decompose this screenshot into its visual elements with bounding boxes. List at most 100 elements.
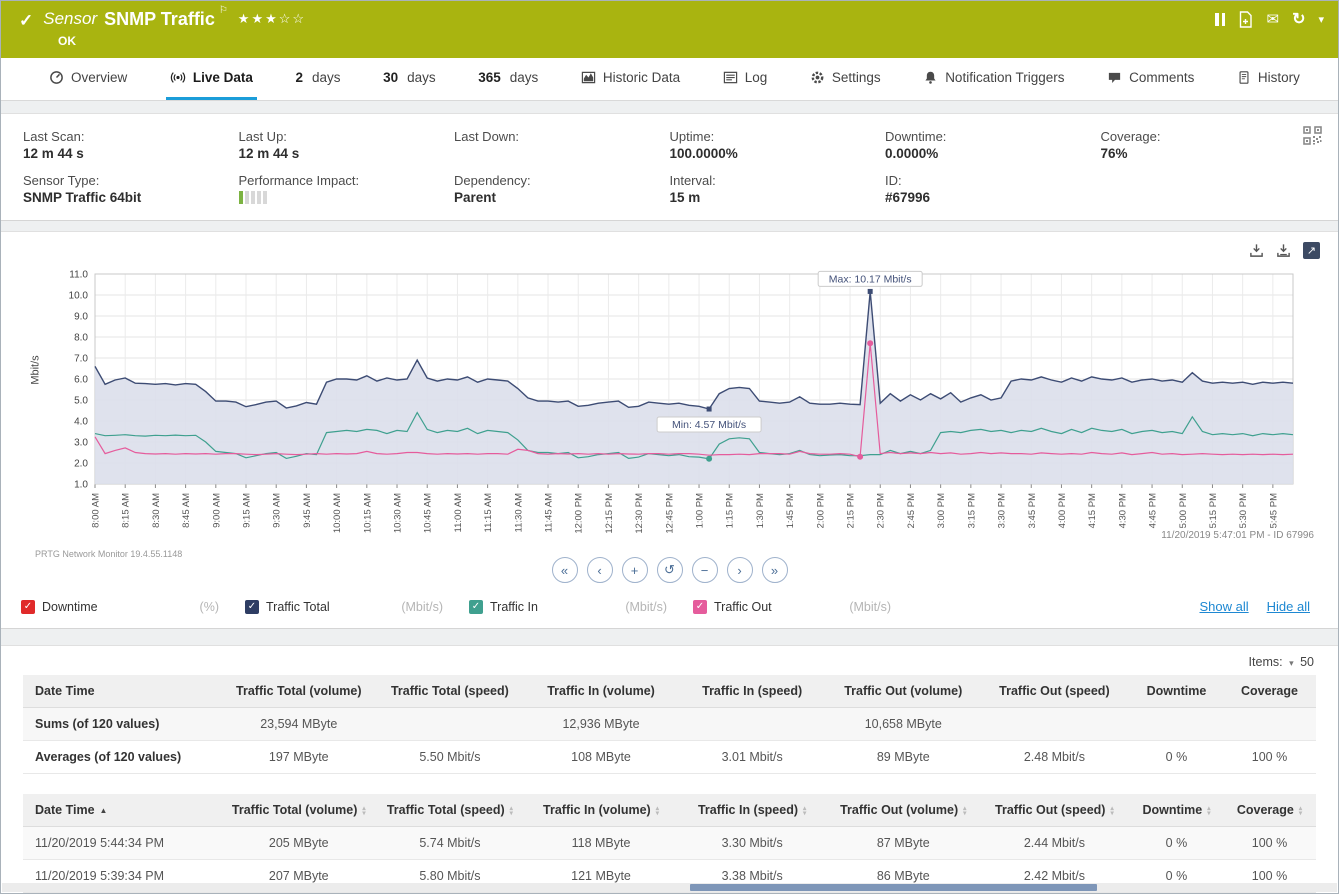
legend-item-traffic-total[interactable]: ✓ Traffic Total (Mbit/s) — [245, 600, 469, 614]
tab-overview[interactable]: Overview — [45, 58, 131, 100]
svg-text:5:45 PM: 5:45 PM — [1268, 493, 1279, 528]
svg-text:12:30 PM: 12:30 PM — [634, 493, 645, 534]
traffic-in-checkbox[interactable]: ✓ — [469, 600, 483, 614]
pan-far-right-button[interactable]: » — [762, 557, 788, 583]
prtg-version-text: PRTG Network Monitor 19.4.55.1148 — [35, 549, 182, 559]
column-header[interactable]: Coverage▴▾ — [1223, 794, 1316, 827]
tab-bar: Overview Live Data 2days 30days 365days … — [1, 58, 1338, 101]
sort-icon[interactable]: ▴▾ — [803, 806, 806, 816]
pause-button[interactable] — [1215, 13, 1225, 26]
table-cell: 197 MByte — [223, 741, 374, 774]
email-button[interactable]: ✉ — [1266, 10, 1279, 28]
tab-settings[interactable]: Settings — [806, 58, 885, 100]
sort-icon[interactable]: ▴▾ — [1299, 806, 1302, 816]
svg-text:2.0: 2.0 — [74, 459, 88, 470]
more-menu-caret[interactable]: ▾ — [1318, 13, 1324, 26]
items-per-page-control[interactable]: Items: ▾ 50 — [23, 648, 1316, 675]
qr-code-icon[interactable] — [1303, 126, 1322, 150]
column-header[interactable]: Date Time▲ — [23, 794, 223, 827]
sort-icon[interactable]: ▴▾ — [963, 806, 966, 816]
chart-zoom-controls: « ‹ + ↺ − › » — [15, 557, 1324, 583]
svg-text:2:30 PM: 2:30 PM — [876, 493, 887, 528]
svg-text:3.0: 3.0 — [74, 438, 88, 449]
svg-text:8:30 AM: 8:30 AM — [151, 493, 162, 528]
tab-historic-data[interactable]: Historic Data — [577, 58, 684, 100]
legend-item-downtime[interactable]: ✓ Downtime (%) — [21, 600, 245, 614]
horizontal-scrollbar[interactable] — [2, 883, 1337, 892]
legend-item-traffic-out[interactable]: ✓ Traffic Out (Mbit/s) — [693, 600, 917, 614]
svg-text:11.0: 11.0 — [69, 270, 88, 281]
column-header: Traffic In (speed) — [677, 675, 828, 708]
sort-icon[interactable]: ▴▾ — [656, 806, 659, 816]
tab-365-days[interactable]: 365days — [474, 58, 542, 100]
open-fullscreen-icon[interactable]: ↗ — [1303, 242, 1320, 259]
tab-live-data[interactable]: Live Data — [166, 58, 257, 100]
pan-left-button[interactable]: ‹ — [587, 557, 613, 583]
column-header[interactable]: Traffic Out (speed)▴▾ — [979, 794, 1130, 827]
report-button[interactable] — [1238, 11, 1253, 28]
settings-gear-icon — [810, 70, 825, 85]
svg-text:1:00 PM: 1:00 PM — [695, 493, 706, 528]
sort-icon[interactable]: ▴▾ — [510, 806, 513, 816]
download-csv-icon[interactable] — [1249, 243, 1264, 258]
horizontal-scrollbar-thumb[interactable] — [690, 884, 1097, 891]
summary-row: Sums (of 120 values)23,594 MByte12,936 M… — [23, 708, 1316, 741]
column-header[interactable]: Traffic Total (speed)▴▾ — [374, 794, 525, 827]
live-graph-panel: ↗ Mbit/s 1.02.03.04.05.06.07.08.09.010.0… — [1, 231, 1338, 629]
table-cell: 3.30 Mbit/s — [677, 827, 828, 860]
table-cell: 2.48 Mbit/s — [979, 741, 1130, 774]
sort-icon[interactable]: ▴▾ — [1207, 806, 1210, 816]
field-interval: Interval:15 m — [670, 173, 886, 207]
column-header[interactable]: Downtime▴▾ — [1130, 794, 1223, 827]
download-image-icon[interactable] — [1276, 243, 1291, 258]
zoom-out-button[interactable]: − — [692, 557, 718, 583]
priority-stars[interactable]: ★★★☆☆ — [238, 11, 306, 27]
svg-text:9:00 AM: 9:00 AM — [211, 493, 222, 528]
pan-far-left-button[interactable]: « — [552, 557, 578, 583]
tab-30-days[interactable]: 30days — [379, 58, 440, 100]
tab-notification-triggers[interactable]: Notification Triggers — [919, 58, 1068, 100]
sort-asc-icon[interactable]: ▲ — [100, 806, 108, 815]
sort-icon[interactable]: ▴▾ — [1110, 806, 1113, 816]
pan-right-button[interactable]: › — [727, 557, 753, 583]
column-header[interactable]: Traffic In (speed)▴▾ — [677, 794, 828, 827]
downtime-checkbox[interactable]: ✓ — [21, 600, 35, 614]
svg-text:9:30 AM: 9:30 AM — [272, 493, 283, 528]
column-header: Traffic Out (speed) — [979, 675, 1130, 708]
hide-all-link[interactable]: Hide all — [1267, 599, 1310, 614]
svg-text:3:00 PM: 3:00 PM — [936, 493, 947, 528]
refresh-button[interactable]: ↻ — [1292, 9, 1305, 29]
tab-2-days[interactable]: 2days — [291, 58, 344, 100]
column-header[interactable]: Traffic In (volume)▴▾ — [525, 794, 676, 827]
legend-item-traffic-in[interactable]: ✓ Traffic In (Mbit/s) — [469, 600, 693, 614]
sort-icon[interactable]: ▴▾ — [362, 806, 365, 816]
column-header[interactable]: Traffic Total (volume)▴▾ — [223, 794, 374, 827]
table-cell: 100 % — [1223, 827, 1316, 860]
svg-text:5.0: 5.0 — [74, 396, 88, 407]
field-id: ID:#67996 — [885, 173, 1101, 207]
field-coverage: Coverage:76% — [1101, 129, 1317, 162]
table-cell: 0 % — [1130, 827, 1223, 860]
tab-log[interactable]: Log — [719, 58, 772, 100]
table-cell — [1130, 708, 1223, 741]
flag-icon[interactable]: ⚐ — [219, 5, 228, 16]
tab-history[interactable]: History — [1233, 58, 1304, 100]
zoom-in-button[interactable]: + — [622, 557, 648, 583]
sensor-header: ✓ Sensor SNMP Traffic ⚐ ★★★☆☆ OK ✉ ↻ ▾ — [1, 1, 1338, 58]
log-icon — [723, 70, 738, 85]
column-header[interactable]: Traffic Out (volume)▴▾ — [828, 794, 979, 827]
table-cell: 118 MByte — [525, 827, 676, 860]
sensor-status-badge: OK — [58, 34, 1322, 48]
live-chart-svg[interactable]: 1.02.03.04.05.06.07.08.09.010.011.08:00 … — [47, 264, 1303, 550]
sensor-info-panel: Last Scan:12 m 44 s Last Up:12 m 44 s La… — [1, 113, 1338, 221]
svg-text:1:15 PM: 1:15 PM — [725, 493, 736, 528]
table-cell: Sums (of 120 values) — [23, 708, 223, 741]
zoom-reset-button[interactable]: ↺ — [657, 557, 683, 583]
traffic-total-checkbox[interactable]: ✓ — [245, 600, 259, 614]
tab-comments[interactable]: Comments — [1103, 58, 1198, 100]
column-header: Downtime — [1130, 675, 1223, 708]
show-all-link[interactable]: Show all — [1200, 599, 1249, 614]
svg-text:1:30 PM: 1:30 PM — [755, 493, 766, 528]
traffic-out-checkbox[interactable]: ✓ — [693, 600, 707, 614]
svg-text:10.0: 10.0 — [69, 291, 89, 302]
